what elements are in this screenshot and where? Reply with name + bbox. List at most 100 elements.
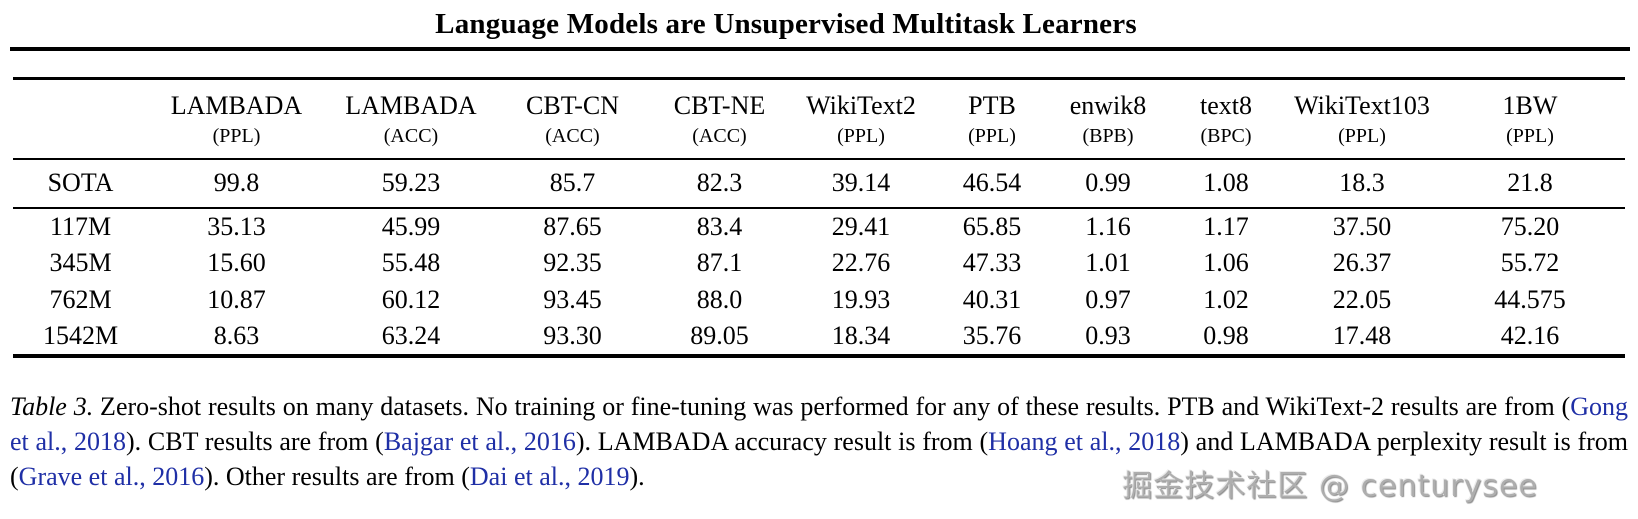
row-label: 345M	[49, 248, 112, 277]
table-cell: 21.8	[1507, 168, 1553, 197]
column-metric: (BPC)	[1200, 124, 1252, 147]
table-cell: 1.06	[1203, 248, 1249, 277]
table-cell: 89.05	[690, 321, 749, 350]
title-rule	[10, 47, 1630, 51]
watermark: 掘金技术社区 @ centurysee	[1122, 469, 1538, 504]
caption-segment: ).	[629, 461, 645, 491]
column-metric: (ACC)	[383, 124, 439, 147]
table-cell: 83.4	[696, 211, 743, 241]
column-metric: (PPL)	[1506, 124, 1554, 147]
table-cell: 92.35	[543, 248, 602, 277]
model-rows-section: 117M 35.13 45.99 87.65 83.4 29.41 65.85 1.16 1.1…	[13, 208, 1625, 356]
table-cell: 65.85	[962, 211, 1022, 241]
column-header: CBT-NE	[673, 90, 766, 120]
caption-segment: ). LAMBADA accuracy result is from (	[575, 426, 989, 456]
table-cell: 75.20	[1500, 211, 1560, 241]
column-metric: (PPL)	[837, 124, 885, 147]
caption-segment: Zero-shot results on many datasets. No t…	[93, 391, 1571, 421]
caption-segment: ). Other results are from (	[204, 461, 470, 491]
column-metric: (PPL)	[968, 124, 1016, 147]
row-label: SOTA	[47, 168, 114, 197]
sota-section: SOTA 99.8 59.23 85.7 82.3 39.14 46.54 0.99 1.08 1…	[13, 159, 1625, 208]
table-cell: 8.63	[213, 321, 260, 350]
table-cell: 1.16	[1085, 211, 1131, 241]
table-row: 1542M 8.63 63.24 93.30 89.05 18.34 35.76 0.93 0.…	[13, 319, 1625, 356]
table-row: 117M 35.13 45.99 87.65 83.4 29.41 65.85 1.16 1.1…	[13, 208, 1625, 245]
column-header: WikiText2	[806, 90, 916, 120]
table-cell: 82.3	[696, 168, 743, 197]
table-cell: 88.0	[696, 285, 743, 314]
table-cell: 47.33	[962, 248, 1022, 277]
column-header: enwik8	[1069, 90, 1147, 120]
column-header: LAMBADA	[345, 90, 477, 120]
table-cell: 85.7	[549, 168, 596, 197]
column-header: WikiText103	[1294, 90, 1430, 120]
column-metric: (PPL)	[1338, 124, 1386, 147]
table-cell: 63.24	[381, 321, 441, 350]
table-cell: 0.97	[1085, 285, 1131, 314]
table-cell: 40.31	[962, 285, 1022, 314]
table-cell: 45.99	[381, 211, 441, 241]
table-cell: 15.60	[207, 248, 266, 277]
table-row: 345M 15.60 55.48 92.35 87.1 22.76 47.33 1.01 1.0…	[13, 245, 1625, 282]
table-cell: 39.14	[831, 168, 891, 197]
table-cell: 35.76	[962, 321, 1022, 350]
column-metric: (BPB)	[1082, 124, 1134, 147]
results-table: LAMBADA LAMBADA CBT-CN CBT-NE WikiText2 PTB en…	[13, 77, 1625, 358]
header-row-datasets: LAMBADA LAMBADA CBT-CN CBT-NE WikiText2 PTB en…	[13, 79, 1625, 123]
citation-link[interactable]: Grave et al., 2016	[18, 461, 205, 491]
table-cell: 22.05	[1332, 285, 1392, 314]
table-cell: 1.02	[1203, 285, 1249, 314]
column-metric: (PPL)	[212, 124, 261, 147]
table-cell: 44.575	[1494, 285, 1566, 314]
table-cell: 87.65	[543, 211, 602, 241]
table-cell: 0.93	[1085, 321, 1131, 350]
table-cell: 1.08	[1203, 168, 1249, 197]
table-cell: 35.13	[207, 211, 266, 241]
row-label: 1542M	[42, 321, 119, 350]
table-cell: 93.30	[543, 321, 602, 350]
table-cell: 46.54	[962, 168, 1022, 197]
table-cell: 10.87	[207, 285, 266, 314]
table-cell: 87.1	[696, 248, 743, 277]
table-cell: 1.17	[1203, 211, 1249, 241]
table-cell: 59.23	[381, 168, 441, 197]
table-cell: 55.72	[1500, 248, 1560, 277]
table-caption: Table 3. Zero-shot results on many datas…	[10, 389, 1628, 494]
table-cell: 60.12	[381, 285, 441, 314]
table-cell: 19.93	[831, 285, 891, 314]
paper-title: Language Models are Unsupervised Multita…	[435, 8, 1137, 40]
table-cell: 37.50	[1332, 211, 1392, 241]
table-cell: 93.45	[543, 285, 602, 314]
header-corner-cell	[13, 79, 148, 123]
row-label: 762M	[49, 285, 112, 314]
citation-link[interactable]: Bajgar et al., 2016	[383, 426, 576, 456]
table-cell: 99.8	[213, 168, 260, 197]
column-header: PTB	[968, 90, 1016, 120]
column-metric: (ACC)	[545, 124, 600, 147]
column-header: text8	[1200, 90, 1252, 120]
table-cell: 29.41	[831, 211, 891, 241]
table-cell: 1.01	[1085, 248, 1131, 277]
table-cell: 26.37	[1332, 248, 1392, 277]
citation-link[interactable]: Gong et al., 2018	[10, 391, 1628, 456]
column-header: CBT-CN	[526, 90, 619, 120]
table-cell: 0.99	[1085, 168, 1131, 197]
column-metric: (ACC)	[692, 124, 747, 147]
table-cell: 42.16	[1500, 321, 1560, 350]
header-row-metrics: (PPL) (ACC) (ACC) (ACC) (PPL) (PPL) (BPB) (BPC)…	[13, 123, 1625, 159]
table-cell: 18.3	[1339, 168, 1385, 197]
row-label: 117M	[49, 211, 112, 241]
column-header: 1BW	[1502, 90, 1558, 120]
table-header: LAMBADA LAMBADA CBT-CN CBT-NE WikiText2 PTB en…	[13, 79, 1625, 159]
table-cell: 0.98	[1203, 321, 1249, 350]
caption-segment: ). CBT results are from (	[126, 426, 384, 456]
column-header: LAMBADA	[170, 90, 303, 120]
header-corner-cell	[13, 123, 148, 159]
table-row: 762M 10.87 60.12 93.45 88.0 19.93 40.31 0.97 1.0…	[13, 282, 1625, 319]
citation-link[interactable]: Dai et al., 2019	[469, 461, 630, 491]
caption-segment: ) and LAMBADA perplexity result is from …	[10, 426, 1628, 491]
citation-link[interactable]: Hoang et al., 2018	[988, 426, 1181, 456]
caption-segment: Table 3.	[10, 391, 94, 421]
